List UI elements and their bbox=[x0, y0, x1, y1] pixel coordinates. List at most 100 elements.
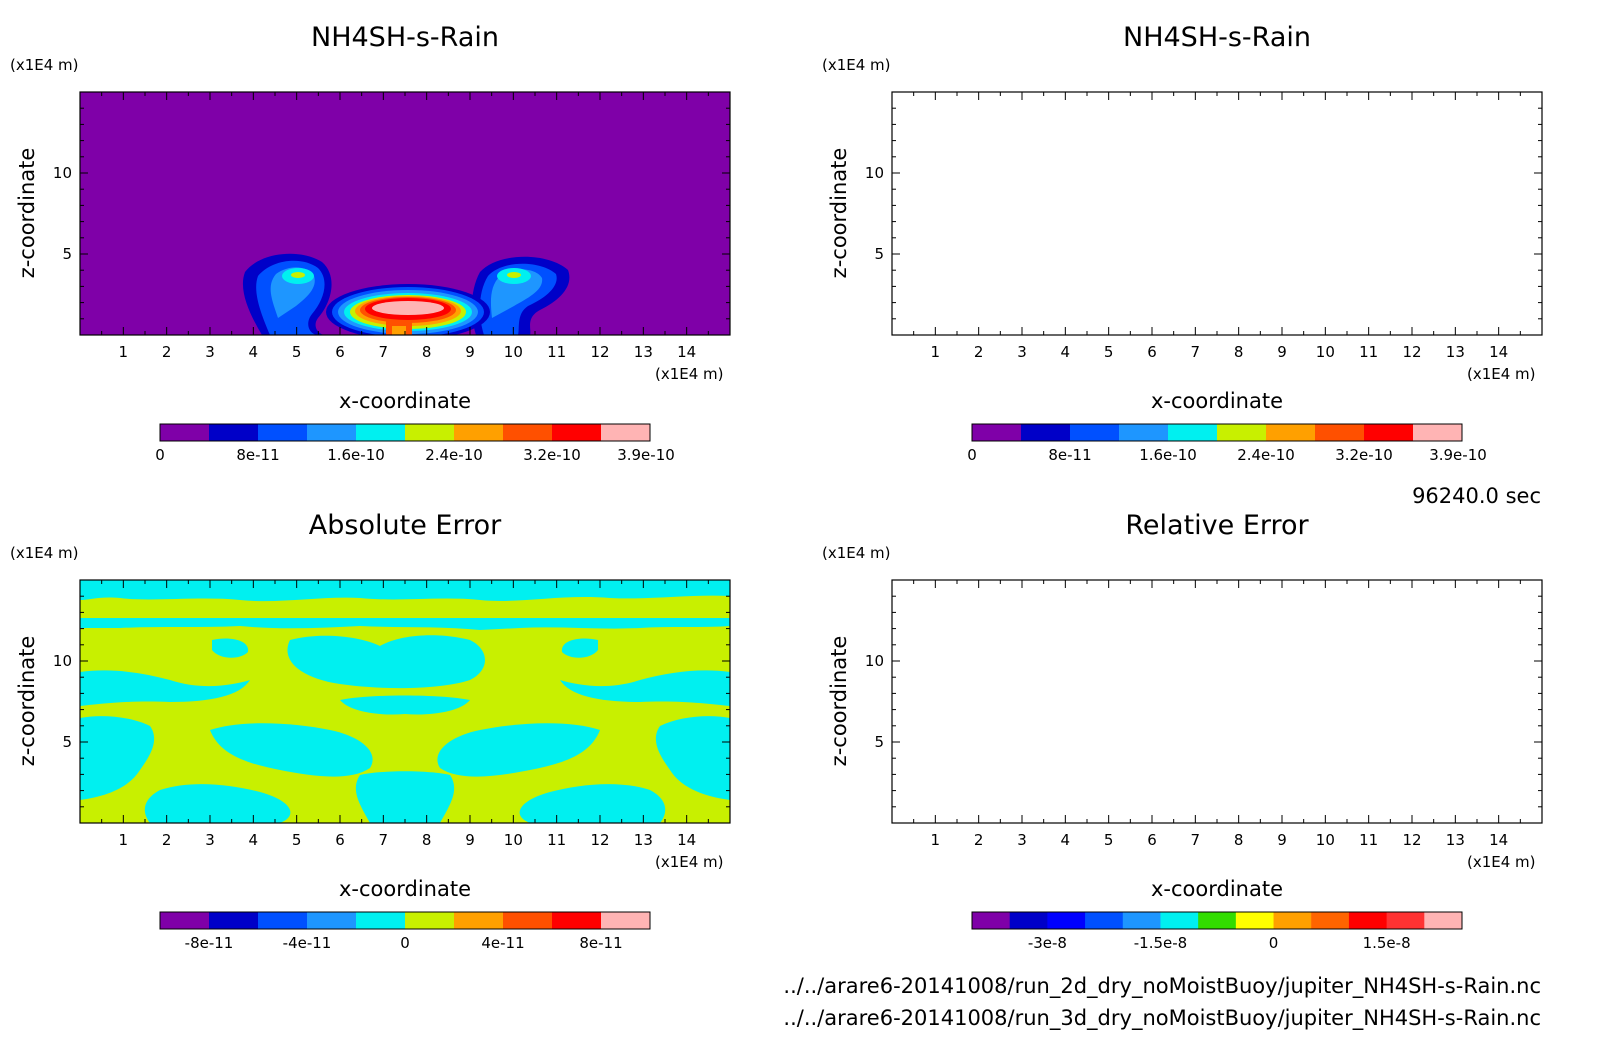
colorbar-label: 8e-11 bbox=[1048, 446, 1091, 464]
colorbar-label: 0 bbox=[400, 934, 410, 952]
colorbar-swatch bbox=[1021, 424, 1071, 441]
core-stem-inner bbox=[1204, 326, 1218, 335]
x-tick-label: 2 bbox=[162, 831, 172, 849]
x-tick-label: 7 bbox=[379, 343, 389, 361]
colorbar-label: 0 bbox=[967, 446, 977, 464]
x-tick-label: 10 bbox=[504, 343, 523, 361]
core-level-5 bbox=[1162, 295, 1278, 329]
x-axis-label: x-coordinate bbox=[1151, 877, 1283, 901]
colorbar-label: 3.2e-10 bbox=[523, 446, 581, 464]
y-tick-label: 10 bbox=[53, 652, 72, 670]
colorbar-swatch bbox=[356, 424, 406, 441]
x-tick-label: 2 bbox=[162, 343, 172, 361]
x-tick-label: 3 bbox=[205, 343, 215, 361]
x-tick-label: 2 bbox=[974, 831, 984, 849]
x-tick-label: 1 bbox=[931, 343, 941, 361]
colorbar-swatch bbox=[1085, 912, 1124, 929]
y-tick-label: 5 bbox=[874, 245, 884, 263]
y-unit-label: (x1E4 m) bbox=[822, 56, 891, 74]
plume-left-peak bbox=[291, 272, 305, 278]
small-anomalies bbox=[1102, 722, 1332, 778]
colorbar-swatch bbox=[1413, 424, 1463, 441]
x-tick-label: 14 bbox=[1489, 831, 1508, 849]
plume-right-peak bbox=[507, 272, 521, 278]
colorbar-label: 8e-11 bbox=[236, 446, 279, 464]
colorbar-label: -3e-8 bbox=[1028, 934, 1067, 952]
colorbar-swatch bbox=[1311, 912, 1350, 929]
colorbar-swatch bbox=[1047, 912, 1086, 929]
y-tick-label: 5 bbox=[874, 733, 884, 751]
x-tick-label: 7 bbox=[379, 831, 389, 849]
x-tick-label: 9 bbox=[465, 831, 475, 849]
x-tick-label: 12 bbox=[590, 343, 609, 361]
file-path-2d: ../../arare6-20141008/run_2d_dry_noMoist… bbox=[783, 974, 1541, 999]
colorbar-swatch bbox=[1348, 912, 1388, 929]
plume-right-core bbox=[1309, 268, 1343, 284]
colorbar-swatch bbox=[1217, 424, 1267, 441]
y-unit-label: (x1E4 m) bbox=[10, 56, 79, 74]
colorbar-swatch bbox=[1070, 424, 1120, 441]
core-level-2 bbox=[1144, 287, 1296, 337]
colorbar-swatch bbox=[1009, 912, 1048, 929]
plume-right-outer bbox=[1284, 257, 1381, 335]
plume-left-core bbox=[1094, 268, 1126, 284]
colorbar-swatch bbox=[972, 424, 1022, 441]
core-level-3 bbox=[1150, 290, 1290, 334]
colorbar-swatch bbox=[356, 912, 406, 929]
colorbar-swatch bbox=[209, 912, 259, 929]
colorbar-swatch bbox=[1119, 424, 1169, 441]
colorbar-swatch bbox=[258, 424, 308, 441]
colorbar-label: 0 bbox=[1269, 934, 1279, 952]
x-tick-label: 10 bbox=[1316, 831, 1335, 849]
colorbar-label: 3.9e-10 bbox=[1429, 446, 1487, 464]
plume-left-mid bbox=[1068, 261, 1136, 335]
plot-frame bbox=[891, 91, 1543, 336]
colorbar-swatch bbox=[1424, 912, 1463, 929]
colorbar-swatch bbox=[503, 912, 553, 929]
field-patches bbox=[892, 580, 1542, 823]
x-tick-label: 14 bbox=[677, 831, 696, 849]
plume-left-outer bbox=[1055, 254, 1144, 335]
x-tick-label: 3 bbox=[1017, 831, 1027, 849]
x-tick-label: 9 bbox=[1277, 343, 1287, 361]
colorbar-label: 3.2e-10 bbox=[1335, 446, 1393, 464]
colorbar-label: 2.4e-10 bbox=[1237, 446, 1295, 464]
y-unit-label: (x1E4 m) bbox=[822, 544, 891, 562]
colorbar-swatch bbox=[405, 424, 455, 441]
colorbar-swatch bbox=[160, 424, 210, 441]
y-axis-label: z-coordinate bbox=[827, 636, 851, 767]
panel-nh4sh-left: NH4SH-s-Rain (x1E4 m) bbox=[10, 22, 731, 464]
x-tick-label: 6 bbox=[335, 343, 345, 361]
field-background bbox=[892, 92, 1542, 335]
x-tick-label: 11 bbox=[1359, 343, 1378, 361]
x-axis-label: x-coordinate bbox=[339, 877, 471, 901]
x-tick-label: 5 bbox=[1104, 831, 1114, 849]
colorbar-label: -4e-11 bbox=[283, 934, 332, 952]
x-tick-label: 5 bbox=[292, 831, 302, 849]
x-tick-label: 7 bbox=[1191, 343, 1201, 361]
x-tick-label: 8 bbox=[422, 831, 432, 849]
x-tick-label: 8 bbox=[1234, 343, 1244, 361]
colorbar-swatch bbox=[552, 912, 602, 929]
colorbar-label: -1.5e-8 bbox=[1134, 934, 1187, 952]
panel-title: Absolute Error bbox=[309, 510, 502, 541]
plume-left-peak bbox=[1103, 272, 1117, 278]
colorbar: -8e-11 -4e-11 0 4e-11 8e-11 bbox=[159, 911, 651, 952]
colorbar-swatch bbox=[1315, 424, 1365, 441]
x-tick-label: 14 bbox=[677, 343, 696, 361]
x-tick-label: 4 bbox=[249, 343, 259, 361]
panel-relative-error: Relative Error (x1E4 m) bbox=[822, 510, 1543, 952]
heatmap-field bbox=[80, 580, 730, 823]
colorbar-label: 0 bbox=[155, 446, 165, 464]
colorbar-label: 8e-11 bbox=[579, 934, 622, 952]
x-tick-label: 5 bbox=[292, 343, 302, 361]
colorbar-swatch bbox=[307, 424, 357, 441]
y-tick-label: 10 bbox=[865, 164, 884, 182]
x-tick-label: 11 bbox=[547, 831, 566, 849]
x-tick-label: 4 bbox=[1061, 831, 1071, 849]
colorbar-swatch bbox=[601, 912, 651, 929]
core-level-9 bbox=[1184, 301, 1256, 315]
colorbar-swatch bbox=[307, 912, 357, 929]
y-axis-label: z-coordinate bbox=[15, 636, 39, 767]
